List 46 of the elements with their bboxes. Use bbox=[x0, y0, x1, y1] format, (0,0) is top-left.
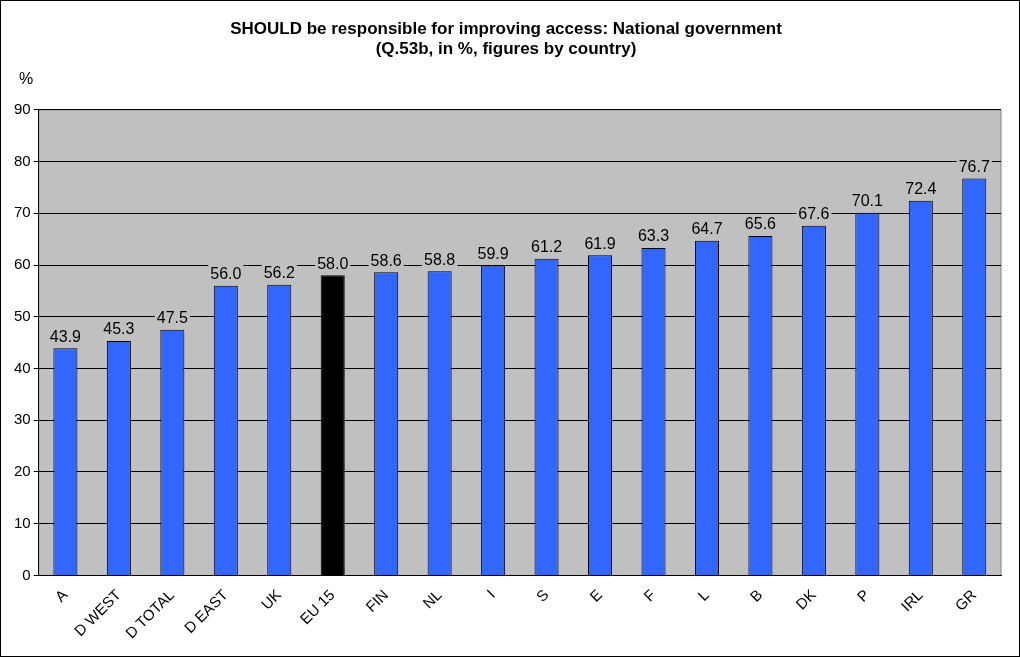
x-tick-label: EU 15 bbox=[296, 585, 338, 628]
y-axis-title: % bbox=[19, 70, 34, 88]
x-tick-label: GR bbox=[951, 585, 980, 614]
chart-subtitle: (Q.53b, in %, figures by country) bbox=[375, 39, 637, 59]
x-tick-label: F bbox=[640, 585, 659, 605]
y-tick-label: 10 bbox=[14, 513, 31, 531]
x-tick-label: UK bbox=[257, 585, 285, 613]
x-tick-label: P bbox=[853, 585, 873, 605]
y-tick-label: 60 bbox=[14, 255, 31, 273]
data-label: 43.9 bbox=[49, 327, 82, 345]
y-tick-label: 0 bbox=[22, 565, 31, 583]
x-tick-label: NL bbox=[419, 585, 445, 612]
x-tick-label: B bbox=[746, 585, 766, 605]
x-tick-label: I bbox=[483, 585, 499, 601]
y-tick-label: 30 bbox=[14, 410, 31, 428]
data-label: 65.6 bbox=[744, 215, 777, 233]
data-label: 45.3 bbox=[103, 320, 135, 338]
data-label: 58.8 bbox=[424, 250, 456, 268]
y-tick-label: 40 bbox=[14, 358, 31, 376]
data-label: 67.6 bbox=[798, 205, 830, 223]
data-label: 59.9 bbox=[477, 244, 509, 262]
data-label: 64.7 bbox=[691, 220, 723, 238]
y-tick-label: 50 bbox=[14, 306, 31, 324]
x-tick-label: FIN bbox=[362, 585, 392, 615]
x-tick-label: DK bbox=[792, 585, 819, 613]
x-tick-label: A bbox=[51, 585, 71, 605]
x-tick-label: S bbox=[532, 585, 552, 605]
data-label: 58.6 bbox=[370, 251, 402, 269]
x-tick-label: L bbox=[694, 585, 713, 604]
data-label: 61.9 bbox=[584, 234, 616, 252]
data-label: 56.0 bbox=[210, 265, 242, 283]
data-label: 76.7 bbox=[958, 158, 990, 176]
chart-title: SHOULD be responsible for improving access: National government bbox=[230, 18, 783, 38]
y-tick-label: 70 bbox=[14, 203, 31, 221]
y-tick-label: 90 bbox=[14, 99, 31, 117]
y-tick-label: 80 bbox=[14, 151, 31, 169]
data-label: 63.3 bbox=[637, 227, 670, 245]
data-label: 72.4 bbox=[905, 180, 937, 198]
x-tick-label: IRL bbox=[897, 585, 926, 615]
data-label: 58.0 bbox=[317, 254, 349, 272]
y-tick-label: 20 bbox=[14, 462, 31, 480]
x-tick-label: E bbox=[585, 585, 606, 605]
data-label: 47.5 bbox=[156, 309, 189, 327]
data-label: 56.2 bbox=[263, 264, 295, 282]
data-label: 61.2 bbox=[531, 238, 563, 256]
data-label: 70.1 bbox=[851, 192, 884, 210]
